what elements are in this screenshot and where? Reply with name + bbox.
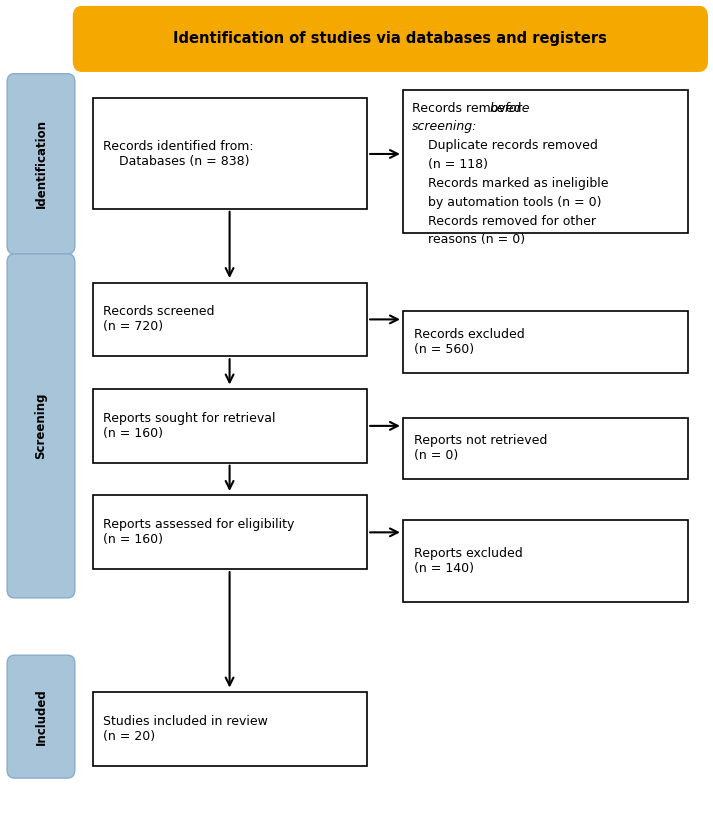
Text: by automation tools (n = 0): by automation tools (n = 0) [412,196,602,209]
Bar [93,692,367,766]
FancyBboxPatch shape [7,655,75,778]
Text: (n = 118): (n = 118) [412,158,488,171]
Text: Identification: Identification [34,120,48,208]
Bar [403,90,688,233]
Text: Reports assessed for eligibility
(n = 160): Reports assessed for eligibility (n = 16… [103,518,294,546]
Text: before: before [489,102,530,115]
Text: Records marked as ineligible: Records marked as ineligible [412,177,609,190]
Bar [403,418,688,479]
Text: Records excluded
(n = 560): Records excluded (n = 560) [414,328,524,356]
Bar [403,311,688,373]
Text: Reports not retrieved
(n = 0): Reports not retrieved (n = 0) [414,434,547,463]
Bar [93,495,367,569]
Text: Studies included in review
(n = 20): Studies included in review (n = 20) [103,715,268,743]
Text: reasons (n = 0): reasons (n = 0) [412,233,525,247]
Text: Screening: Screening [34,392,48,459]
Bar [93,389,367,463]
FancyBboxPatch shape [7,74,75,254]
Text: Records removed for other: Records removed for other [412,215,596,228]
Bar [403,520,688,602]
Bar [93,98,367,209]
Text: Records screened
(n = 720): Records screened (n = 720) [103,305,215,333]
FancyBboxPatch shape [73,7,707,71]
Text: Reports sought for retrieval
(n = 160): Reports sought for retrieval (n = 160) [103,412,276,440]
FancyBboxPatch shape [7,254,75,598]
Text: Reports excluded
(n = 140): Reports excluded (n = 140) [414,547,523,575]
Text: Identification of studies via databases and registers: Identification of studies via databases … [173,31,607,47]
Bar [93,283,367,356]
Text: Duplicate records removed: Duplicate records removed [412,139,598,152]
Text: Included: Included [34,688,48,745]
Text: Records identified from:
    Databases (n = 838): Records identified from: Databases (n = … [103,139,254,168]
Text: screening:: screening: [412,120,478,133]
Text: Records removed: Records removed [412,102,525,115]
